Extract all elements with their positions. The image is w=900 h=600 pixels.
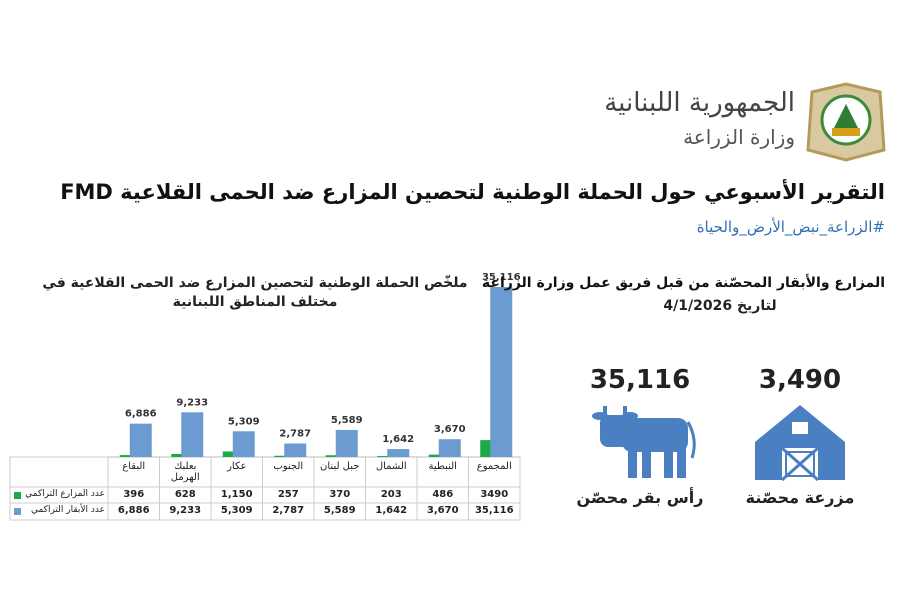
cows-count: 35,116 [589, 365, 691, 395]
table-cell: 1,150 [220, 489, 253, 500]
table-cell: 628 [174, 489, 196, 500]
data-label: 35,116 [482, 272, 521, 283]
report-title: التقرير الأسبوعي حول الحملة الوطنية لتحص… [60, 180, 885, 204]
category-label: عكار [227, 461, 247, 472]
table-cell: 9,233 [169, 505, 202, 516]
table-cell: 257 [277, 489, 299, 500]
bar [335, 429, 358, 457]
legend-swatch [14, 508, 21, 515]
bar [325, 455, 338, 457]
bar [387, 449, 410, 457]
bar [129, 423, 152, 457]
table-cell: 1,642 [375, 505, 408, 516]
category-label: البقاع [122, 461, 146, 472]
category-label: بعلبك الهرمل [170, 461, 200, 483]
table-cell: 6,886 [117, 505, 150, 516]
table-cell: 3490 [480, 489, 509, 500]
bar [377, 456, 390, 457]
farms-label: مزرعة محصّنة [745, 488, 855, 507]
data-label: 5,589 [331, 415, 363, 426]
table-cell: 35,116 [474, 505, 514, 516]
legend-label: عدد المزارع التراكمي [25, 489, 105, 499]
chart-title: ملخّص الحملة الوطنية لتحصين المزارع ضد ا… [42, 275, 468, 310]
category-label: المجموع [476, 461, 512, 472]
ministry-name: وزارة الزراعة [683, 125, 795, 149]
data-label: 5,309 [228, 416, 260, 427]
country-name: الجمهورية اللبنانية [604, 88, 795, 118]
table-cell: 203 [380, 489, 402, 500]
table-cell: 5,589 [323, 505, 356, 516]
category-label: الشمال [375, 461, 407, 472]
bar [274, 455, 287, 457]
legend-swatch [14, 492, 21, 499]
data-label: 6,886 [125, 409, 157, 420]
data-label: 3,670 [434, 424, 466, 435]
table-cell: 3,670 [426, 505, 459, 516]
legend-label: عدد الأبقار التراكمي [30, 505, 105, 515]
bar [119, 455, 132, 457]
bar [181, 412, 204, 457]
barn-icon [755, 405, 845, 482]
table-cell: 486 [432, 489, 454, 500]
bar [438, 439, 461, 457]
bar [490, 287, 513, 457]
farms-count: 3,490 [758, 365, 842, 395]
cows-label: رأس بقر محصّن [576, 488, 704, 507]
bar [480, 440, 493, 457]
category-label: النبطية [428, 461, 457, 472]
cow-icon [592, 406, 696, 478]
data-label: 1,642 [382, 434, 414, 445]
summary-date: لتاريخ 4/1/2026 [663, 298, 777, 314]
data-label: 9,233 [176, 397, 208, 408]
bar [428, 454, 441, 457]
hashtag: #الزراعة_نبض_الأرض_والحياة [696, 218, 885, 236]
table-cell: 370 [329, 489, 351, 500]
bar [284, 443, 307, 457]
table-cell: 5,309 [220, 505, 253, 516]
table-cell: 396 [123, 489, 145, 500]
category-label: الجنوب [273, 461, 304, 472]
data-label: 2,787 [279, 429, 311, 440]
bar [232, 431, 255, 457]
category-label: جبل لبنان [320, 461, 360, 472]
ministry-logo [806, 82, 886, 162]
table-cell: 2,787 [272, 505, 305, 516]
summary-heading: المزارع والأبقار المحصّنة من قبل فريق عم… [481, 275, 885, 291]
bar [222, 451, 235, 457]
bar [171, 453, 184, 457]
